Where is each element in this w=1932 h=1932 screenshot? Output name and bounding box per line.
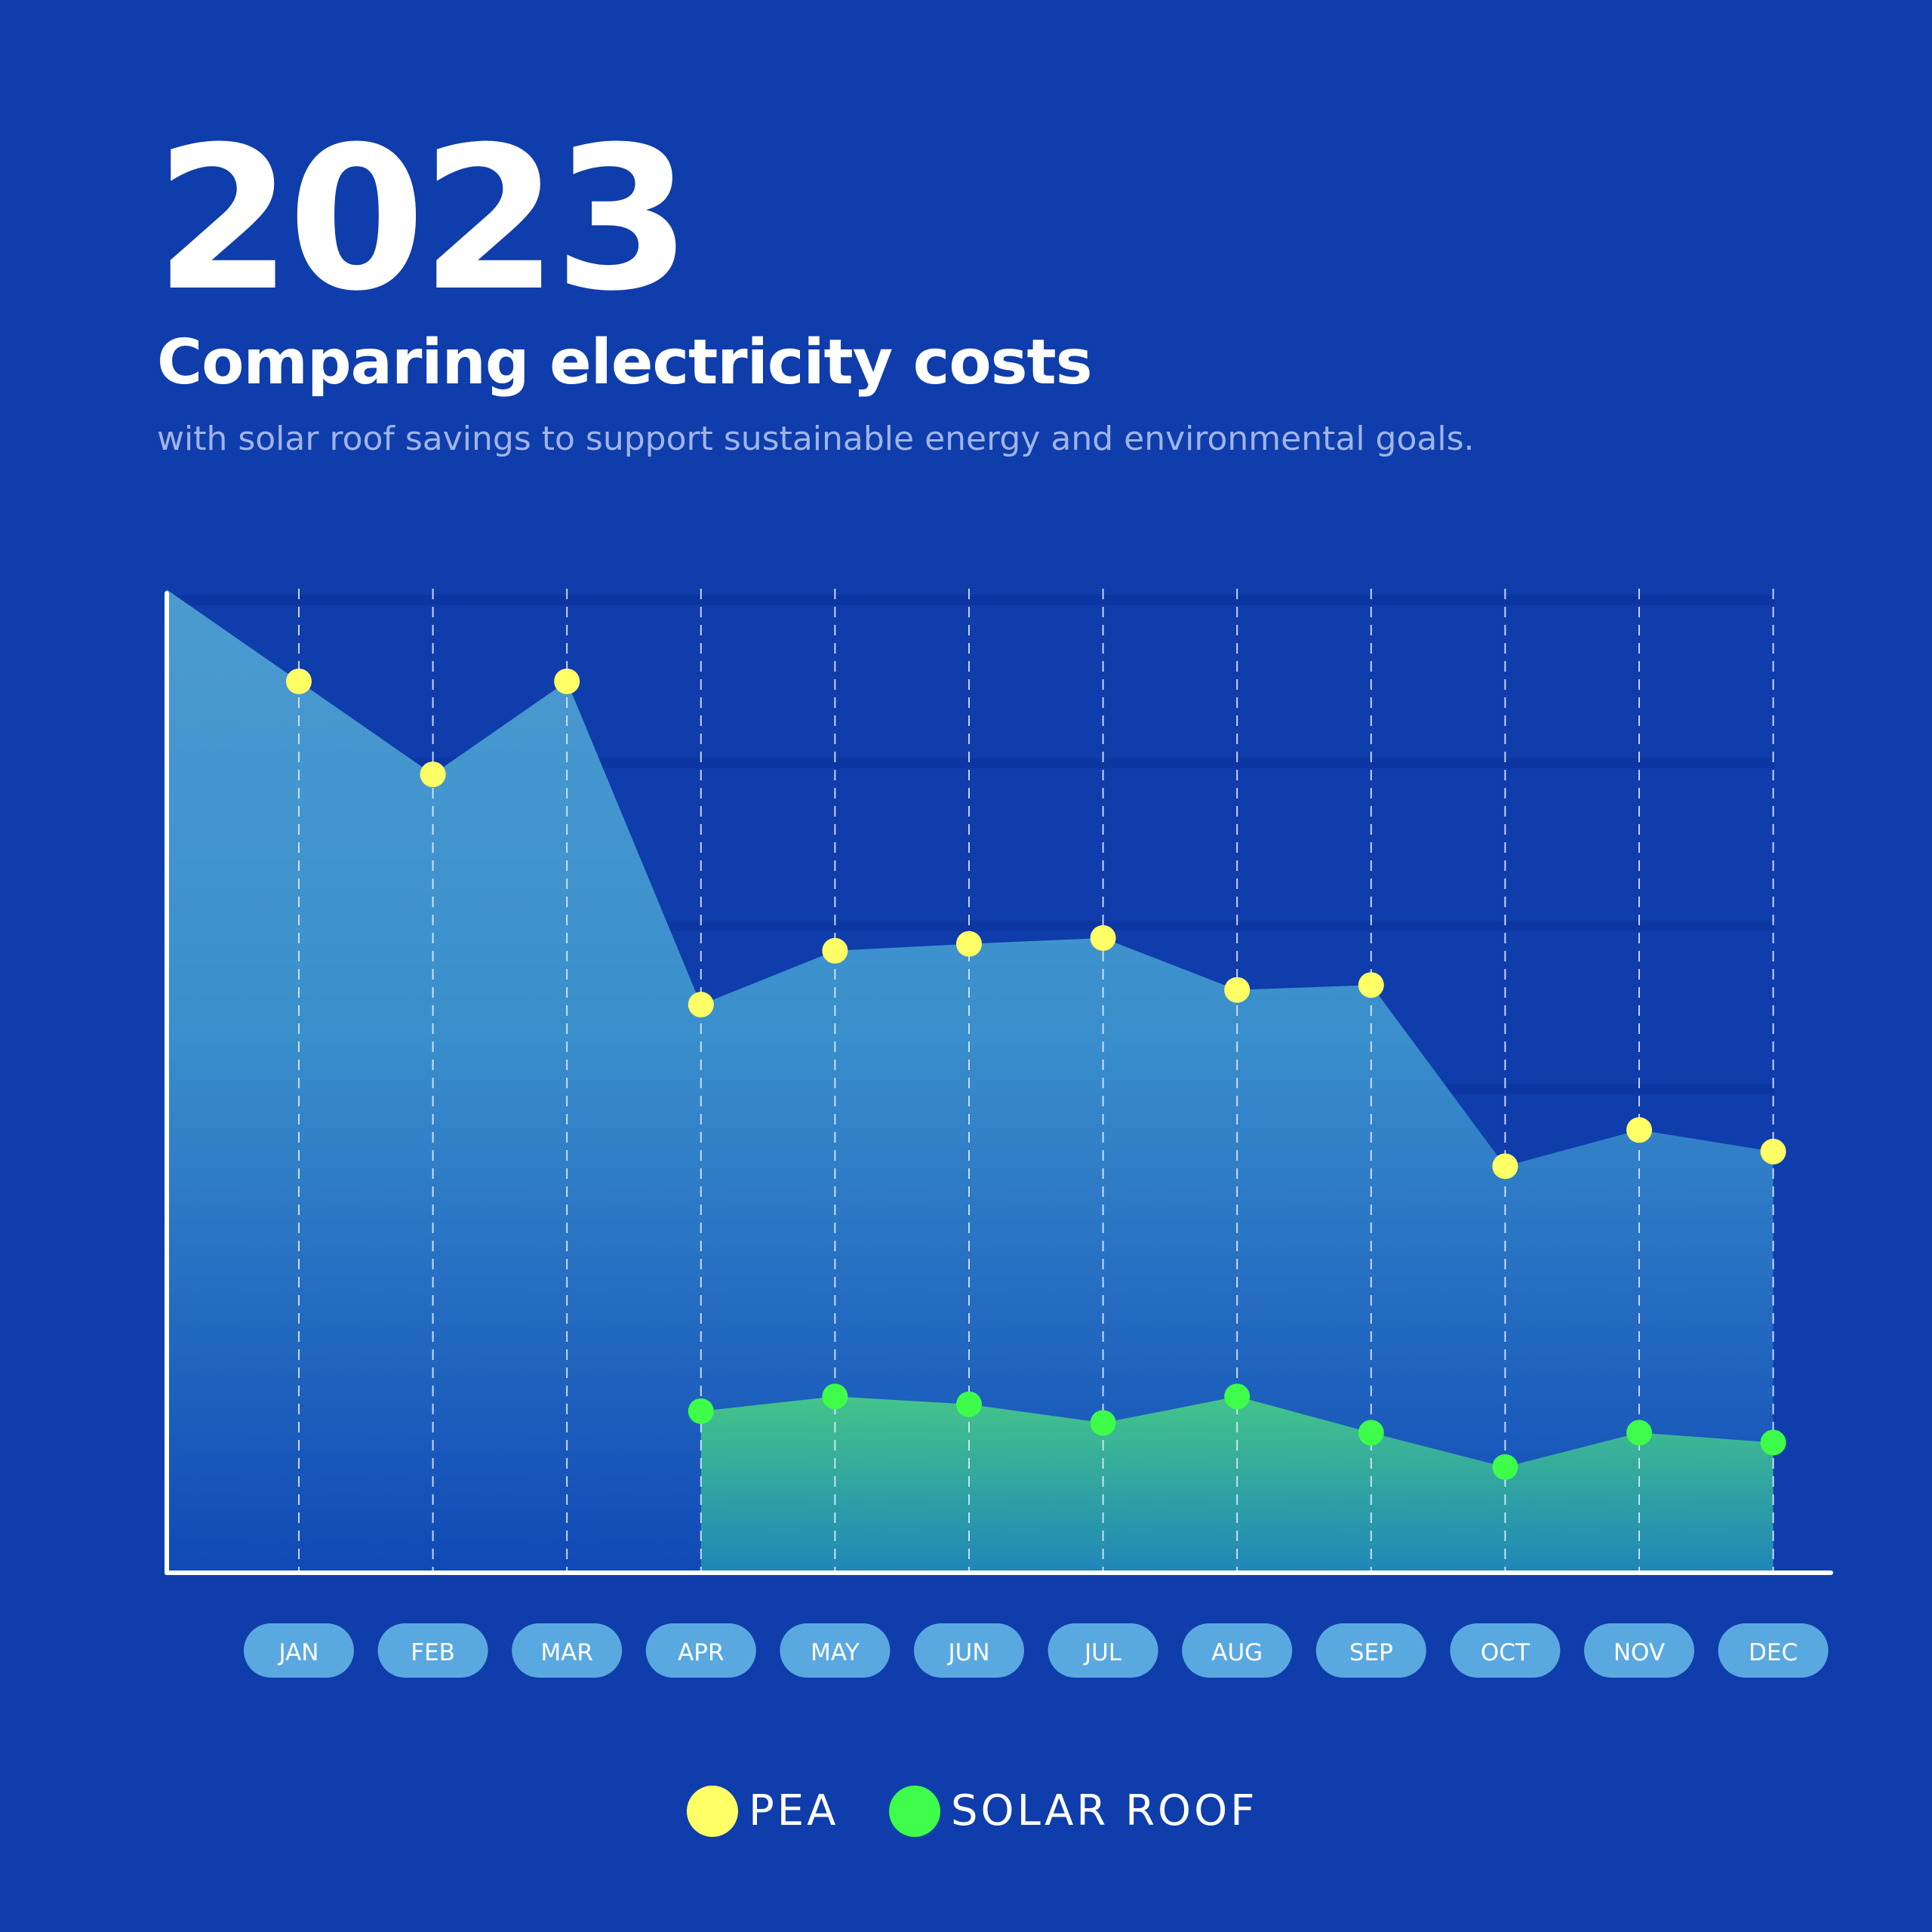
grid-band [167,595,1775,605]
pea-point-dec [1760,1138,1786,1164]
solar-roof-point-jul [1090,1410,1116,1436]
area-chart: JAN FEB MAR APR MAY JUN JUL AUG SEP OCT NOV DEC [165,589,1833,1678]
month-labels: JAN FEB MAR APR MAY JUN JUL AUG SEP OCT NOV DEC [244,1623,1829,1678]
month-pill-feb [377,1623,488,1678]
pea-legend-dot [687,1786,738,1837]
solar-roof-point-nov [1626,1420,1652,1446]
month-label-may: MAY [811,1639,860,1666]
pea-point-apr [688,992,714,1018]
solar-roof-point-may [822,1383,848,1410]
pea-point-aug [1224,977,1251,1003]
solar-roof-point-oct [1492,1454,1518,1480]
month-pill-jul [1048,1623,1158,1678]
month-pill-jun [914,1623,1024,1678]
month-pill-nov [1584,1623,1694,1678]
month-label-nov: NOV [1614,1639,1665,1666]
solar-roof-point-dec [1760,1429,1786,1456]
solar-roof-point-aug [1224,1383,1251,1410]
month-label-jun: JUN [946,1639,989,1666]
pea-point-oct [1492,1153,1518,1180]
solar-roof-point-sep [1358,1420,1384,1446]
pea-point-feb [420,761,446,788]
month-pill-may [780,1623,891,1678]
month-label-mar: MAR [540,1639,593,1666]
month-label-aug: AUG [1211,1639,1263,1666]
pea-point-mar [554,668,580,694]
month-gridlines [298,589,1774,1573]
solar-legend-dot [889,1786,940,1837]
series-areas [167,589,1774,1573]
solar-legend-label: SOLAR ROOF [951,1786,1258,1835]
series-markers [286,668,1786,1480]
legend: PEA SOLAR ROOF [0,1781,1932,1841]
year-heading: 2023 [155,104,691,334]
month-pill-jan [244,1623,354,1678]
month-label-apr: APR [678,1639,724,1666]
solar-roof-point-apr [688,1398,714,1424]
month-label-jul: JUL [1083,1639,1122,1666]
chart-axes [165,591,1833,1575]
chart-subtitle: with solar roof savings to support susta… [157,420,1475,458]
pea-area [167,589,1774,1573]
pea-point-sep [1358,972,1384,998]
month-label-dec: DEC [1749,1639,1798,1666]
month-pill-sep [1315,1623,1426,1678]
pea-point-jul [1090,924,1116,951]
month-pill-apr [645,1623,756,1678]
pea-legend-label: PEA [749,1786,839,1835]
pea-point-jun [956,931,982,957]
pea-point-nov [1626,1117,1652,1143]
pea-point-may [822,937,848,964]
month-pill-mar [512,1623,623,1678]
chart-title: Comparing electricity costs [157,327,1093,398]
month-label-oct: OCT [1481,1639,1531,1666]
month-label-jan: JAN [278,1639,319,1666]
pea-point-jan [286,668,312,694]
solar-roof-point-jun [956,1391,982,1417]
month-pill-dec [1718,1623,1829,1678]
month-pill-oct [1450,1623,1561,1678]
month-pill-aug [1182,1623,1293,1678]
month-label-sep: SEP [1349,1639,1393,1666]
month-label-feb: FEB [411,1639,455,1666]
